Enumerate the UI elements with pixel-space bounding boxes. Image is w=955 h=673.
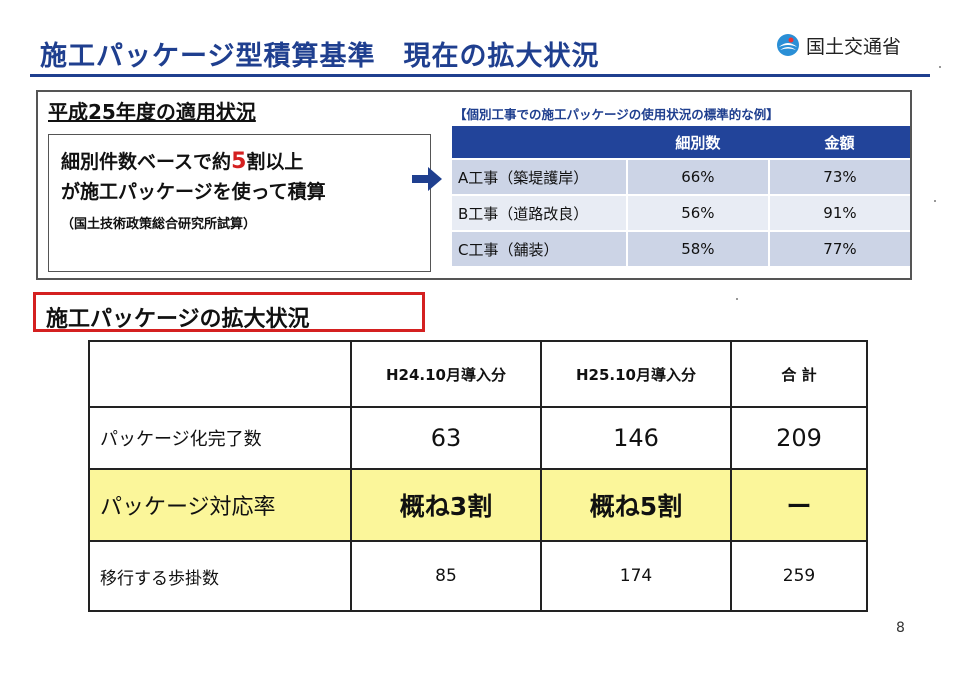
table-header-cell [452,126,627,159]
table-header-cell: 細別数 [626,126,769,159]
table-row-highlighted: パッケージ対応率 概ね3割 概ね5割 ー [88,468,868,542]
table-cell: 63 [350,406,542,470]
table-cell: 56% [625,194,769,231]
section-title: 平成25年度の適用状況 [48,100,256,124]
table-cell: 66% [625,158,769,195]
callout-text: 細別件数ベースで約5割以上 が施工パッケージを使って積算 [61,147,431,207]
callout-line2: が施工パッケージを使って積算 [61,181,326,203]
row-label: パッケージ化完了数 [88,406,352,470]
table-cell: 209 [730,406,868,470]
row-label: パッケージ対応率 [88,468,352,542]
page-title: 施工パッケージ型積算基準 現在の拡大状況 [40,41,600,72]
table-cell: ー [730,468,868,542]
title-underline [30,74,930,77]
table-cell: 146 [540,406,732,470]
expansion-table: H24.10月導入分 H25.10月導入分 合 計 パッケージ化完了数 63 1… [88,340,868,612]
scan-speck [736,298,738,300]
table-cell: 174 [540,540,732,612]
table-cell: 概ね5割 [540,468,732,542]
row-label: 移行する歩掛数 [88,540,352,612]
applicability-section: 平成25年度の適用状況 細別件数ベースで約5割以上 が施工パッケージを使って積算… [36,90,912,280]
right-arrow-icon [412,167,442,191]
table-cell: 73% [767,158,910,195]
table-row: B工事（道路改良） 56% 91% [452,194,910,231]
scan-speck [934,200,936,202]
table-cell: B工事（道路改良） [452,194,627,231]
table-header-cell: 合 計 [730,340,868,408]
table-row: A工事（築堤護岸） 66% 73% [452,158,910,195]
table-row: パッケージ化完了数 63 146 209 [88,406,868,470]
table-cell: 概ね3割 [350,468,542,542]
summary-callout: 細別件数ベースで約5割以上 が施工パッケージを使って積算 （国土技術政策総合研究… [48,134,431,272]
org-logo: 国土交通省 [776,30,926,60]
expansion-section-title: 施工パッケージの拡大状況 [33,292,425,332]
example-table-title: 【個別工事での施工パッケージの使用状況の標準的な例】 [454,107,779,122]
callout-line1-pre: 細別件数ベースで約 [61,151,232,173]
table-cell: 58% [625,230,769,266]
org-name: 国土交通省 [806,35,902,58]
page-number: 8 [896,620,905,636]
table-cell: 85 [350,540,542,612]
table-header-row: 細別数 金額 [452,126,910,159]
table-header-cell: H24.10月導入分 [350,340,542,408]
scan-speck [939,66,941,68]
table-cell: 91% [767,194,910,231]
table-row: 移行する歩掛数 85 174 259 [88,540,868,612]
table-header-cell: H25.10月導入分 [540,340,732,408]
table-header-cell: 金額 [768,126,910,159]
table-cell: C工事（舗装） [452,230,627,266]
callout-highlight: 5 [231,149,247,174]
table-header-cell [88,340,352,408]
callout-note: （国土技術政策総合研究所試算） [61,217,257,232]
table-cell: A工事（築堤護岸） [452,158,627,195]
table-header-row: H24.10月導入分 H25.10月導入分 合 計 [88,340,868,408]
table-cell: 77% [767,230,910,266]
callout-line1-post: 割以上 [246,151,304,173]
mlit-logo-icon [777,34,799,56]
table-row: C工事（舗装） 58% 77% [452,230,910,266]
table-cell: 259 [730,540,868,612]
example-usage-table: 細別数 金額 A工事（築堤護岸） 66% 73% B工事（道路改良） 56% 9… [452,126,910,266]
